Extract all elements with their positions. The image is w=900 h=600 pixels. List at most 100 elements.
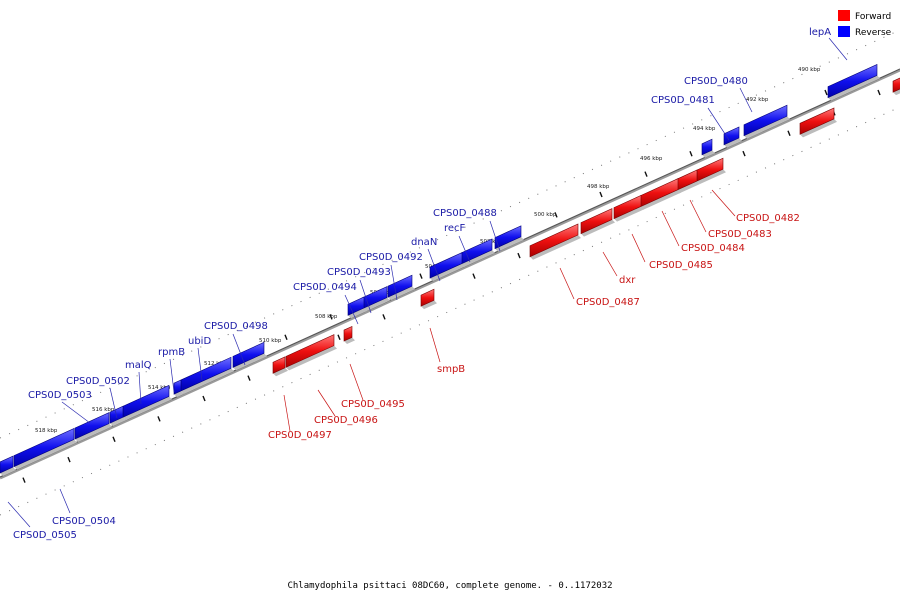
tick-mark-lower <box>517 252 521 259</box>
tick-mark-upper <box>419 273 423 279</box>
reverse-gene-block[interactable] <box>232 341 265 368</box>
leader-line <box>602 251 618 277</box>
gene-label-cps0d-0484[interactable]: CPS0D_0484 <box>681 243 745 254</box>
forward-gene-block[interactable] <box>529 223 579 258</box>
tick-mark-upper <box>554 212 558 218</box>
tick-mark-lower <box>22 477 26 483</box>
legend: Forward Reverse <box>838 10 892 38</box>
gene-shadow <box>181 368 234 394</box>
gene-label-cps0d-0483[interactable]: CPS0D_0483 <box>708 229 772 240</box>
gene-label-ubid[interactable]: ubiD <box>188 336 211 347</box>
gene-label-dnan[interactable]: dnaN <box>411 237 437 248</box>
tick-mark-upper <box>329 314 333 320</box>
leader-line <box>61 401 91 424</box>
gene-label-rpmb[interactable]: rpmB <box>158 347 185 358</box>
reverse-gene-block[interactable] <box>387 274 413 298</box>
gene-label-recf[interactable]: recF <box>444 223 466 234</box>
label-leader-lines <box>7 37 848 528</box>
reverse-gene-block[interactable] <box>743 104 788 137</box>
leader-line <box>59 488 71 514</box>
tick-mark-lower <box>787 130 791 137</box>
gene-label-cps0d-0481[interactable]: CPS0D_0481 <box>651 95 715 106</box>
gene-label-cps0d-0495[interactable]: CPS0D_0495 <box>341 399 405 410</box>
gene-shadow <box>530 234 581 260</box>
gene-label-dxr[interactable]: dxr <box>619 275 636 286</box>
gene-label-cps0d-0485[interactable]: CPS0D_0485 <box>649 260 713 271</box>
gene-label-smpb[interactable]: smpB <box>437 364 465 375</box>
leader-line <box>138 371 142 405</box>
gene-label-malq[interactable]: malQ <box>125 360 152 371</box>
gene-shadow <box>495 236 524 252</box>
gene-label-cps0d-0502[interactable]: CPS0D_0502 <box>66 376 130 387</box>
gene-label-cps0d-0482[interactable]: CPS0D_0482 <box>736 213 800 224</box>
tick-mark-lower <box>247 375 251 381</box>
gene-shadow <box>75 423 112 442</box>
gene-label-cps0d-0494[interactable]: CPS0D_0494 <box>293 282 357 293</box>
leader-line <box>489 220 501 252</box>
genome-backbone <box>0 68 900 480</box>
tick-mark-upper <box>284 334 288 341</box>
leader-line <box>631 233 646 263</box>
gene-shadow <box>702 150 715 158</box>
gene-label-cps0d-0492[interactable]: CPS0D_0492 <box>359 252 423 263</box>
forward-gene-block[interactable] <box>420 288 435 307</box>
leader-line <box>349 363 364 401</box>
gene-shadow <box>0 467 16 476</box>
forward-gene-block[interactable] <box>613 194 642 220</box>
tick-mark-lower <box>202 395 206 402</box>
gene-label-cps0d-0487[interactable]: CPS0D_0487 <box>576 297 640 308</box>
reverse-gene-block[interactable] <box>74 412 110 440</box>
leader-line <box>317 389 336 417</box>
gene-label-lepa[interactable]: lepA <box>809 27 831 38</box>
gene-label-cps0d-0503[interactable]: CPS0D_0503 <box>28 390 92 401</box>
leader-line <box>661 210 680 247</box>
gene-label-cps0d-0498[interactable]: CPS0D_0498 <box>204 321 268 332</box>
leader-line <box>390 264 398 301</box>
leader-line <box>169 358 175 393</box>
reverse-gene-block[interactable] <box>494 225 522 250</box>
gene-label-cps0d-0497[interactable]: CPS0D_0497 <box>268 430 332 441</box>
gene-shadow <box>581 219 615 237</box>
gene-label-cps0d-0496[interactable]: CPS0D_0496 <box>314 415 378 426</box>
reverse-gene-block[interactable] <box>827 63 878 99</box>
gene-shadow <box>344 337 355 345</box>
tick-mark-lower <box>337 334 341 341</box>
reverse-gene-block[interactable] <box>0 455 14 474</box>
kbp-label: 508 kbp <box>315 314 338 320</box>
gene-shadow <box>348 307 367 319</box>
forward-gene-block[interactable] <box>580 208 613 235</box>
tick-mark-lower <box>472 273 476 279</box>
gene-shadow <box>697 169 726 185</box>
gene-shadow <box>362 297 390 312</box>
lower-guide-track <box>0 106 900 516</box>
gene-shadow <box>123 396 172 421</box>
leader-line <box>559 267 575 300</box>
tick-mark-upper <box>689 150 693 157</box>
forward-gene-block[interactable] <box>799 107 835 135</box>
gene-labels: lepA CPS0D_0480 CPS0D_0481 CPS0D_0488 recF dn… <box>13 27 831 541</box>
reverse-gene-block[interactable] <box>429 252 463 279</box>
tick-mark-upper <box>599 191 603 198</box>
gene-label-cps0d-0505[interactable]: CPS0D_0505 <box>13 530 77 541</box>
gene-label-cps0d-0493[interactable]: CPS0D_0493 <box>327 267 391 278</box>
reverse-gene-block[interactable] <box>701 138 713 156</box>
reverse-gene-block[interactable] <box>13 427 75 468</box>
gene-label-cps0d-0480[interactable]: CPS0D_0480 <box>684 76 748 87</box>
reverse-gene-block[interactable] <box>723 126 740 146</box>
gene-track <box>0 63 900 476</box>
forward-gene-block[interactable] <box>285 334 335 368</box>
genome-caption: Chlamydophila psittaci 08DC60, complete … <box>287 581 612 591</box>
legend-reverse-label: Reverse <box>855 28 892 38</box>
leader-line <box>197 347 203 381</box>
kbp-label: 496 kbp <box>640 156 663 162</box>
gene-shadow <box>286 345 337 371</box>
kbp-label: 518 kbp <box>35 428 58 434</box>
forward-gene-block[interactable] <box>343 325 353 342</box>
leader-line <box>429 327 441 363</box>
kbp-label: 514 kbp <box>148 385 171 391</box>
gene-label-cps0d-0488[interactable]: CPS0D_0488 <box>433 208 497 219</box>
forward-gene-block[interactable] <box>892 76 900 93</box>
gene-label-cps0d-0504[interactable]: CPS0D_0504 <box>52 516 116 527</box>
forward-gene-block[interactable] <box>272 356 286 374</box>
